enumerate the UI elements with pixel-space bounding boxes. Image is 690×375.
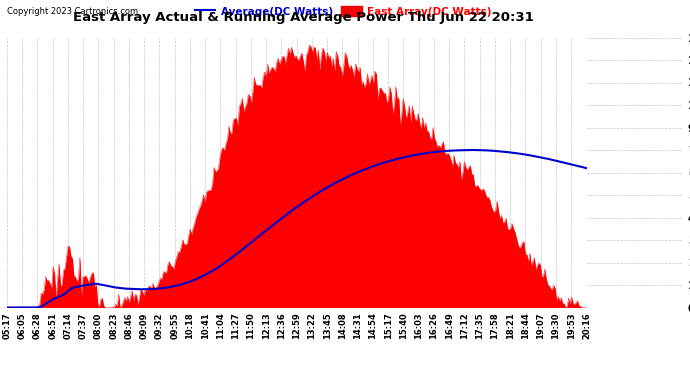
- Legend: Average(DC Watts), East Array(DC Watts): Average(DC Watts), East Array(DC Watts): [190, 2, 495, 21]
- Text: Copyright 2023 Cartronics.com: Copyright 2023 Cartronics.com: [7, 7, 138, 16]
- Text: East Array Actual & Running Average Power Thu Jun 22 20:31: East Array Actual & Running Average Powe…: [73, 11, 534, 24]
